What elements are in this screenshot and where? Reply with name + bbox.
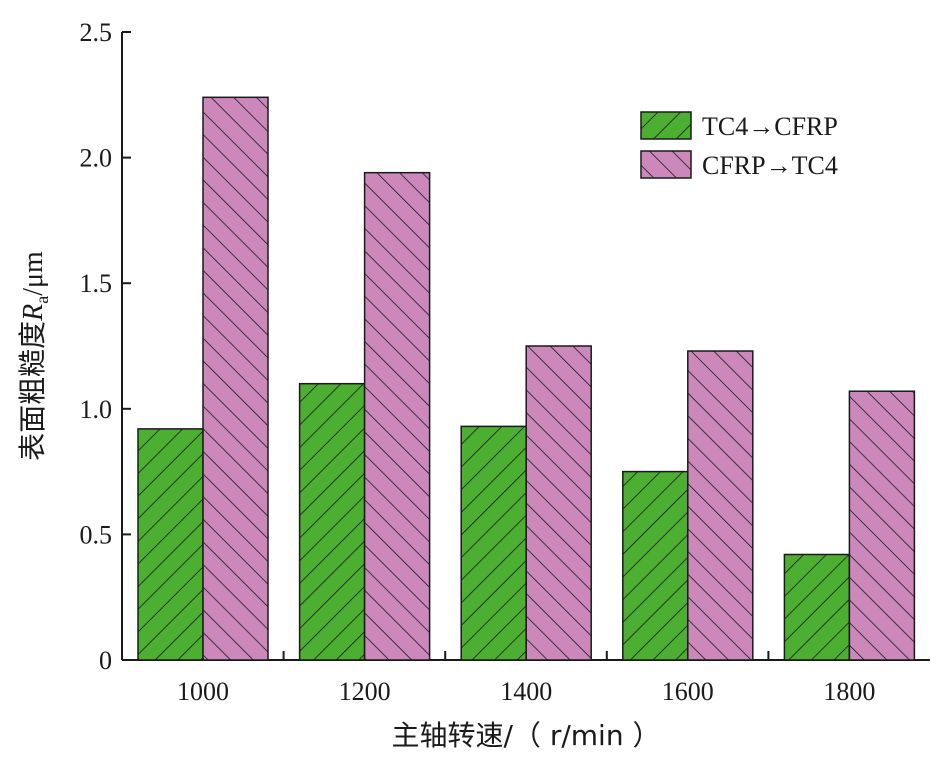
x-axis-title: 主轴转速/（ r/min ） [392,719,661,752]
bar-tc4-cfrp-1000 [137,428,204,661]
y-axis-title-symbol: R [18,304,49,322]
x-tick-label: 1000 [177,677,229,706]
y-tick-label: 0 [99,646,112,675]
y-axis-title-unit: /μm [18,251,49,296]
legend-swatch-cfrp-tc4 [640,150,692,179]
bar-tc4-cfrp-1400 [460,425,527,661]
x-tick-label: 1400 [500,677,552,706]
legend-label-tc4-cfrp: TC4→CFRP [702,112,838,141]
bar-tc4-cfrp-1200 [298,382,366,661]
y-tick-label: 1.5 [80,269,113,298]
y-axis-title-subscript: a [32,296,52,304]
bar-cfrp-tc4-1000 [202,96,269,661]
bars-group [137,96,916,661]
y-axis-ticks: 0 0.5 1.0 1.5 2.0 2.5 [80,18,131,675]
legend-label-cfrp-tc4: CFRP→TC4 [702,151,838,180]
y-tick-label: 0.5 [80,520,113,549]
x-tick-label: 1600 [662,677,714,706]
bar-cfrp-tc4-1600 [687,350,754,661]
bar-tc4-cfrp-1600 [622,470,689,661]
bar-tc4-cfrp-1800 [783,553,851,661]
y-tick-label: 1.0 [80,395,113,424]
x-tick-label: 1200 [339,677,391,706]
legend-swatch-tc4-cfrp [640,111,692,140]
y-axis-title: 表面粗糙度Ra/μm [16,251,52,461]
y-axis-title-prefix: 表面粗糙度 [16,321,49,461]
y-tick-label: 2.0 [80,144,113,173]
x-tick-label: 1800 [823,677,875,706]
bar-cfrp-tc4-1200 [363,171,431,661]
bar-cfrp-tc4-1400 [525,345,592,661]
y-tick-label: 2.5 [80,18,113,47]
legend: TC4→CFRP CFRP→TC4 [640,111,838,180]
x-axis-ticks: 1000 1200 1400 1600 1800 [177,651,875,706]
bar-cfrp-tc4-1800 [848,390,916,661]
